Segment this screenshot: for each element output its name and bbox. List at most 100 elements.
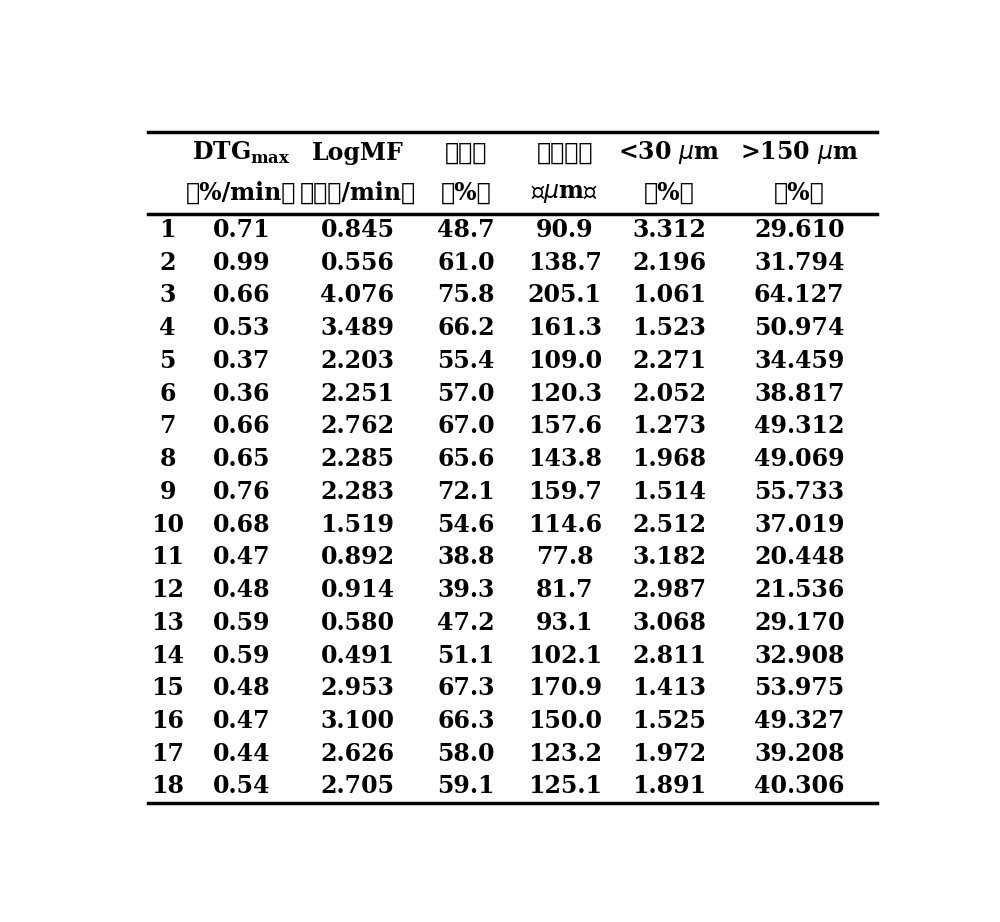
- Text: 34.459: 34.459: [754, 349, 844, 372]
- Text: 气孔率: 气孔率: [445, 141, 487, 165]
- Text: 38.8: 38.8: [437, 545, 495, 569]
- Text: 61.0: 61.0: [437, 251, 495, 275]
- Text: 55.4: 55.4: [437, 349, 495, 372]
- Text: 4.076: 4.076: [320, 283, 395, 307]
- Text: 39.3: 39.3: [437, 578, 495, 602]
- Text: 77.8: 77.8: [536, 545, 594, 569]
- Text: 3.068: 3.068: [632, 610, 706, 634]
- Text: 6: 6: [159, 382, 176, 406]
- Text: 2.762: 2.762: [320, 414, 395, 438]
- Text: 0.580: 0.580: [320, 610, 394, 634]
- Text: 159.7: 159.7: [528, 479, 602, 503]
- Text: 205.1: 205.1: [528, 283, 602, 307]
- Text: 2.285: 2.285: [320, 447, 394, 471]
- Text: 4: 4: [159, 316, 176, 340]
- Text: 10: 10: [151, 513, 184, 537]
- Text: 49.069: 49.069: [754, 447, 845, 471]
- Text: <30 $\mu$m: <30 $\mu$m: [618, 139, 721, 166]
- Text: （%/min）: （%/min）: [186, 181, 296, 205]
- Text: 47.2: 47.2: [437, 610, 495, 634]
- Text: 58.0: 58.0: [437, 741, 495, 766]
- Text: 38.817: 38.817: [754, 382, 844, 406]
- Text: 2.512: 2.512: [632, 513, 706, 537]
- Text: 161.3: 161.3: [528, 316, 602, 340]
- Text: 55.733: 55.733: [754, 479, 844, 503]
- Text: 1.525: 1.525: [633, 709, 706, 733]
- Text: 81.7: 81.7: [536, 578, 594, 602]
- Text: 1.273: 1.273: [632, 414, 706, 438]
- Text: 109.0: 109.0: [528, 349, 602, 372]
- Text: >150 $\mu$m: >150 $\mu$m: [740, 139, 859, 166]
- Text: 51.1: 51.1: [437, 644, 495, 668]
- Text: 40.306: 40.306: [754, 774, 844, 798]
- Text: 0.47: 0.47: [212, 545, 270, 569]
- Text: 125.1: 125.1: [528, 774, 602, 798]
- Text: 2.705: 2.705: [320, 774, 394, 798]
- Text: 8: 8: [159, 447, 176, 471]
- Text: （%）: （%）: [441, 181, 491, 205]
- Text: 1: 1: [159, 218, 176, 242]
- Text: 57.0: 57.0: [437, 382, 495, 406]
- Text: 3.182: 3.182: [632, 545, 706, 569]
- Text: 0.48: 0.48: [212, 676, 270, 700]
- Text: 1.891: 1.891: [632, 774, 706, 798]
- Text: 120.3: 120.3: [528, 382, 602, 406]
- Text: 0.914: 0.914: [320, 578, 395, 602]
- Text: 54.6: 54.6: [437, 513, 495, 537]
- Text: 14: 14: [151, 644, 184, 668]
- Text: 0.491: 0.491: [320, 644, 395, 668]
- Text: 29.170: 29.170: [754, 610, 845, 634]
- Text: 2.052: 2.052: [632, 382, 706, 406]
- Text: 0.99: 0.99: [212, 251, 270, 275]
- Text: 0.68: 0.68: [212, 513, 270, 537]
- Text: 7: 7: [159, 414, 176, 438]
- Text: （分度/min）: （分度/min）: [299, 181, 416, 205]
- Text: 64.127: 64.127: [754, 283, 845, 307]
- Text: 157.6: 157.6: [528, 414, 602, 438]
- Text: 0.845: 0.845: [320, 218, 394, 242]
- Text: 72.1: 72.1: [437, 479, 495, 503]
- Text: 0.53: 0.53: [213, 316, 270, 340]
- Text: 66.2: 66.2: [437, 316, 495, 340]
- Text: 0.66: 0.66: [212, 414, 270, 438]
- Text: 2: 2: [159, 251, 176, 275]
- Text: 2.251: 2.251: [320, 382, 394, 406]
- Text: 48.7: 48.7: [437, 218, 495, 242]
- Text: 2.196: 2.196: [632, 251, 706, 275]
- Text: 150.0: 150.0: [528, 709, 602, 733]
- Text: 3: 3: [159, 283, 176, 307]
- Text: 0.59: 0.59: [212, 610, 270, 634]
- Text: 138.7: 138.7: [528, 251, 602, 275]
- Text: 1.519: 1.519: [320, 513, 394, 537]
- Text: 0.54: 0.54: [212, 774, 270, 798]
- Text: 39.208: 39.208: [754, 741, 844, 766]
- Text: 2.203: 2.203: [320, 349, 394, 372]
- Text: 50.974: 50.974: [754, 316, 844, 340]
- Text: 49.327: 49.327: [754, 709, 844, 733]
- Text: 17: 17: [151, 741, 184, 766]
- Text: 67.3: 67.3: [437, 676, 495, 700]
- Text: 21.536: 21.536: [754, 578, 844, 602]
- Text: 31.794: 31.794: [754, 251, 844, 275]
- Text: 1.968: 1.968: [632, 447, 706, 471]
- Text: 114.6: 114.6: [528, 513, 602, 537]
- Text: 11: 11: [151, 545, 184, 569]
- Text: 15: 15: [151, 676, 184, 700]
- Text: 37.019: 37.019: [754, 513, 844, 537]
- Text: （$\mu$m）: （$\mu$m）: [531, 181, 598, 205]
- Text: 0.65: 0.65: [212, 447, 270, 471]
- Text: 0.36: 0.36: [212, 382, 270, 406]
- Text: （%）: （%）: [774, 181, 825, 205]
- Text: 2.987: 2.987: [632, 578, 706, 602]
- Text: 66.3: 66.3: [437, 709, 495, 733]
- Text: 0.556: 0.556: [321, 251, 394, 275]
- Text: 90.9: 90.9: [536, 218, 594, 242]
- Text: 0.48: 0.48: [212, 578, 270, 602]
- Text: 0.47: 0.47: [212, 709, 270, 733]
- Text: 20.448: 20.448: [754, 545, 845, 569]
- Text: 59.1: 59.1: [437, 774, 495, 798]
- Text: 1.413: 1.413: [632, 676, 706, 700]
- Text: 2.953: 2.953: [321, 676, 394, 700]
- Text: 12: 12: [151, 578, 184, 602]
- Text: 0.66: 0.66: [212, 283, 270, 307]
